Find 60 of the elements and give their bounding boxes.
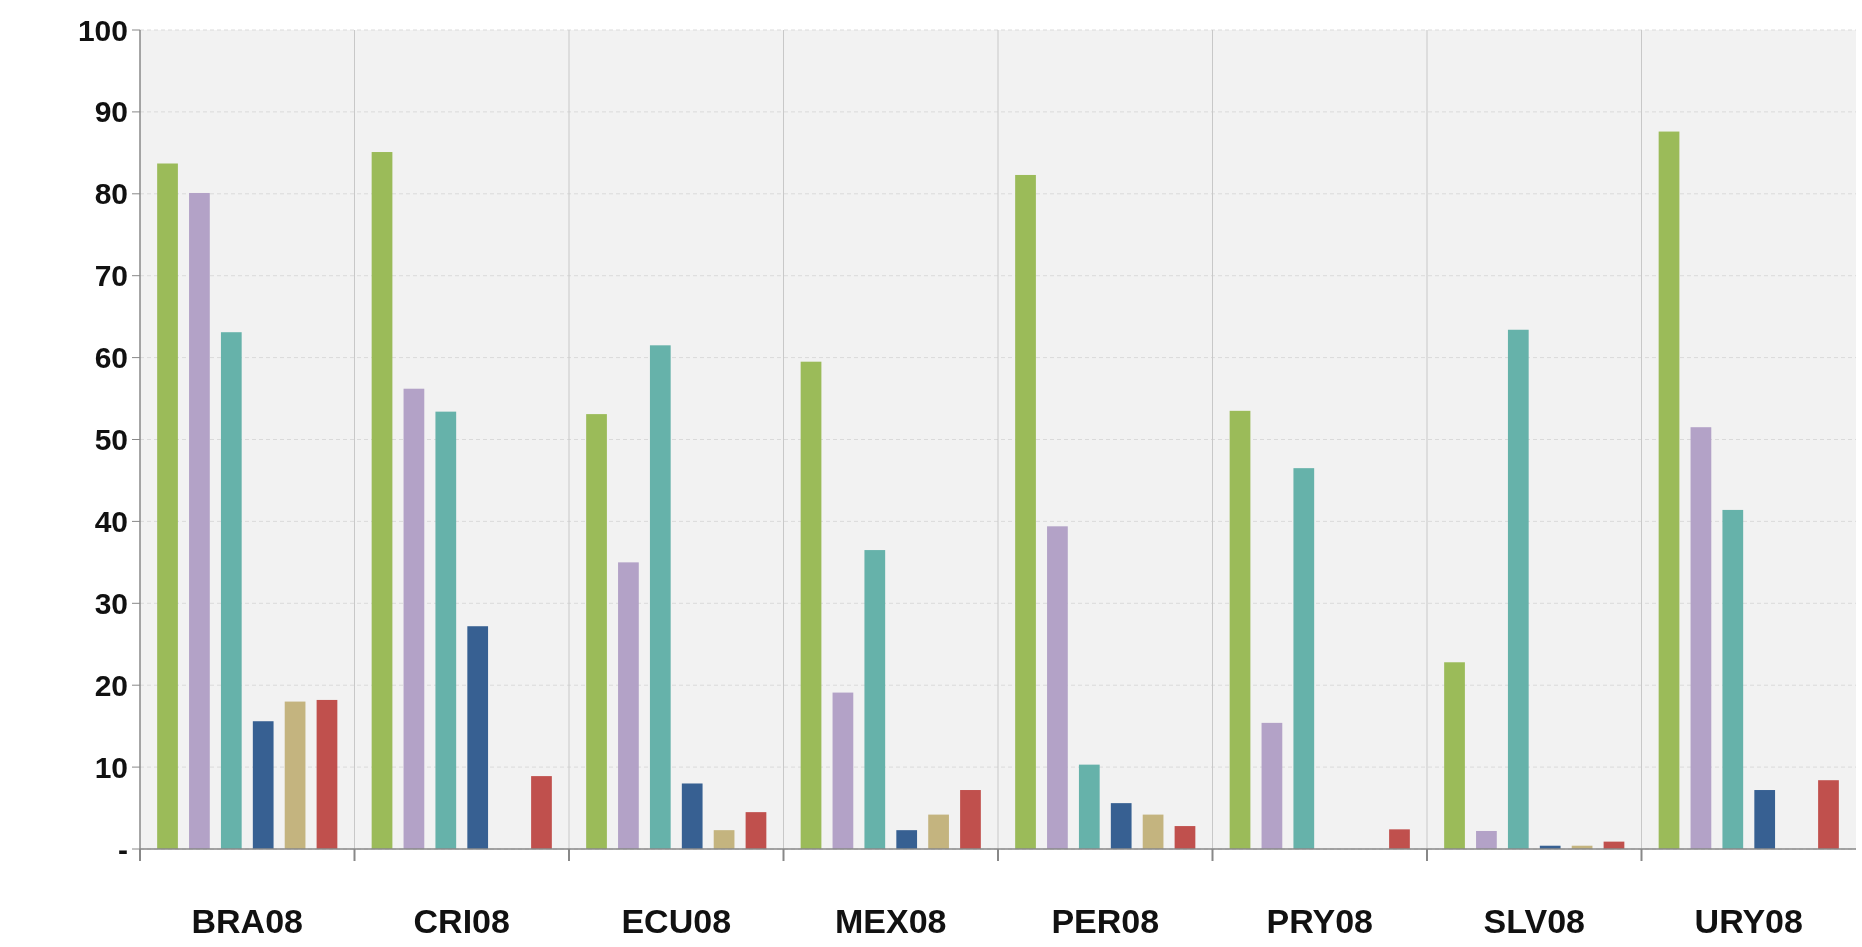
bar <box>649 345 671 849</box>
bar <box>189 192 210 849</box>
bar <box>1722 509 1744 849</box>
bar <box>1444 662 1465 849</box>
y-tick-label: 30 <box>94 586 128 620</box>
bar <box>157 163 178 849</box>
bar <box>467 626 489 849</box>
bar <box>1110 803 1132 849</box>
x-tick-label: PRY08 <box>1266 902 1373 940</box>
y-tick-label: 90 <box>94 95 128 129</box>
x-tick-label: URY08 <box>1694 902 1803 940</box>
bar <box>1015 174 1036 849</box>
bar <box>1389 829 1410 849</box>
bar <box>1507 329 1529 849</box>
bar <box>1078 764 1100 849</box>
bar <box>1658 131 1680 849</box>
bar <box>1293 468 1315 849</box>
bar <box>618 562 639 849</box>
y-tick-label: 80 <box>94 177 128 211</box>
x-tick-label: ECU08 <box>621 902 732 940</box>
bar <box>745 812 767 849</box>
bar <box>1476 830 1497 849</box>
bar <box>960 790 981 849</box>
bar <box>800 361 822 849</box>
y-tick-label: 20 <box>94 668 128 702</box>
x-tick-label: PER08 <box>1051 902 1160 940</box>
bar <box>832 692 854 849</box>
y-tick-label: 50 <box>94 423 128 456</box>
bar <box>284 701 306 849</box>
bar <box>1690 427 1712 849</box>
bar <box>220 332 242 849</box>
bar <box>681 783 703 849</box>
bar <box>252 721 274 849</box>
bar <box>403 388 425 849</box>
bar <box>928 814 949 849</box>
x-tick-label: CRI08 <box>413 902 510 940</box>
bar <box>371 152 393 849</box>
x-tick-label: SLV08 <box>1483 902 1585 940</box>
bar <box>713 830 735 849</box>
y-tick-label: 100 <box>77 13 128 47</box>
y-tick-label: 40 <box>94 504 128 538</box>
y-tick-label: 10 <box>94 750 128 784</box>
y-tick-label: - <box>118 832 128 866</box>
bar <box>586 414 607 849</box>
bar <box>1818 780 1839 849</box>
bar <box>316 699 338 849</box>
bar <box>896 830 918 849</box>
bar <box>1174 826 1196 849</box>
bar <box>531 776 552 849</box>
y-tick-label: 70 <box>94 259 128 293</box>
bar <box>1047 526 1068 849</box>
bar <box>1229 410 1251 849</box>
x-tick-label: BRA08 <box>191 902 303 940</box>
bar <box>1142 814 1164 849</box>
bar <box>1261 722 1283 849</box>
y-tick-label: 60 <box>94 341 128 375</box>
bar <box>864 550 886 849</box>
bar <box>435 411 457 849</box>
bar <box>1754 790 1776 849</box>
x-tick-label: MEX08 <box>835 902 947 940</box>
